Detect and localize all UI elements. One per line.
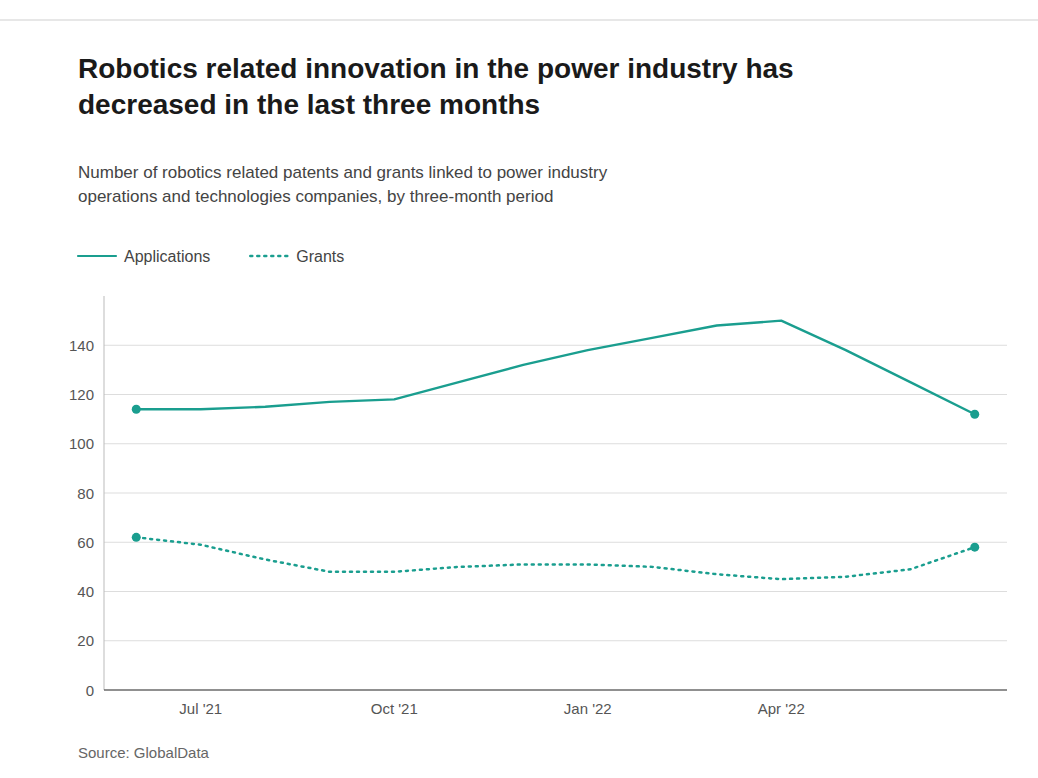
legend-label: Grants (296, 248, 344, 265)
y-tick-label: 100 (69, 435, 94, 452)
y-grid (104, 345, 1007, 690)
x-tick-label: Jul '21 (179, 700, 222, 717)
y-tick-label: 60 (77, 534, 94, 551)
end-point (132, 405, 141, 414)
grid-line (104, 443, 1007, 444)
grid-line (104, 640, 1007, 641)
y-tick-label: 140 (69, 337, 94, 354)
line-solid (136, 321, 975, 415)
grid-line (104, 690, 1007, 691)
x-tick-label: Jan '22 (564, 700, 612, 717)
title-line: Robotics related innovation in the power… (78, 53, 794, 84)
y-tick-label: 0 (86, 682, 94, 699)
y-tick-label: 40 (77, 583, 94, 600)
end-point (970, 543, 979, 552)
title: Robotics related innovation in the power… (78, 53, 794, 120)
end-point (970, 410, 979, 419)
y-tick-label: 120 (69, 386, 94, 403)
subtitle-line: operations and technologies companies, b… (78, 187, 553, 206)
chart-container: Robotics related innovation in the power… (0, 0, 1038, 778)
y-axis-line (104, 296, 105, 690)
grid-line (104, 542, 1007, 543)
legend-swatch (78, 255, 116, 257)
x-axis-line (104, 689, 1007, 690)
y-tick-label: 20 (77, 632, 94, 649)
line-dotted (136, 537, 975, 579)
legend-swatch (250, 255, 288, 258)
title-line: decreased in the last three months (78, 89, 540, 120)
grid-line (104, 493, 1007, 494)
x-tick-label: Oct '21 (371, 700, 418, 717)
source: Source: GlobalData (78, 744, 210, 761)
y-tick-label: 80 (77, 485, 94, 502)
grid-line (104, 345, 1007, 346)
end-point (132, 533, 141, 542)
chart-svg: Robotics related innovation in the power… (0, 0, 1038, 778)
subtitle: Number of robotics related patents and g… (78, 163, 608, 206)
subtitle-line: Number of robotics related patents and g… (78, 163, 608, 182)
grid-line (104, 591, 1007, 592)
x-tick-label: Apr '22 (758, 700, 805, 717)
legend-label: Applications (124, 248, 210, 265)
grid-line (104, 394, 1007, 395)
top-border (0, 19, 1038, 20)
marks (132, 321, 980, 580)
